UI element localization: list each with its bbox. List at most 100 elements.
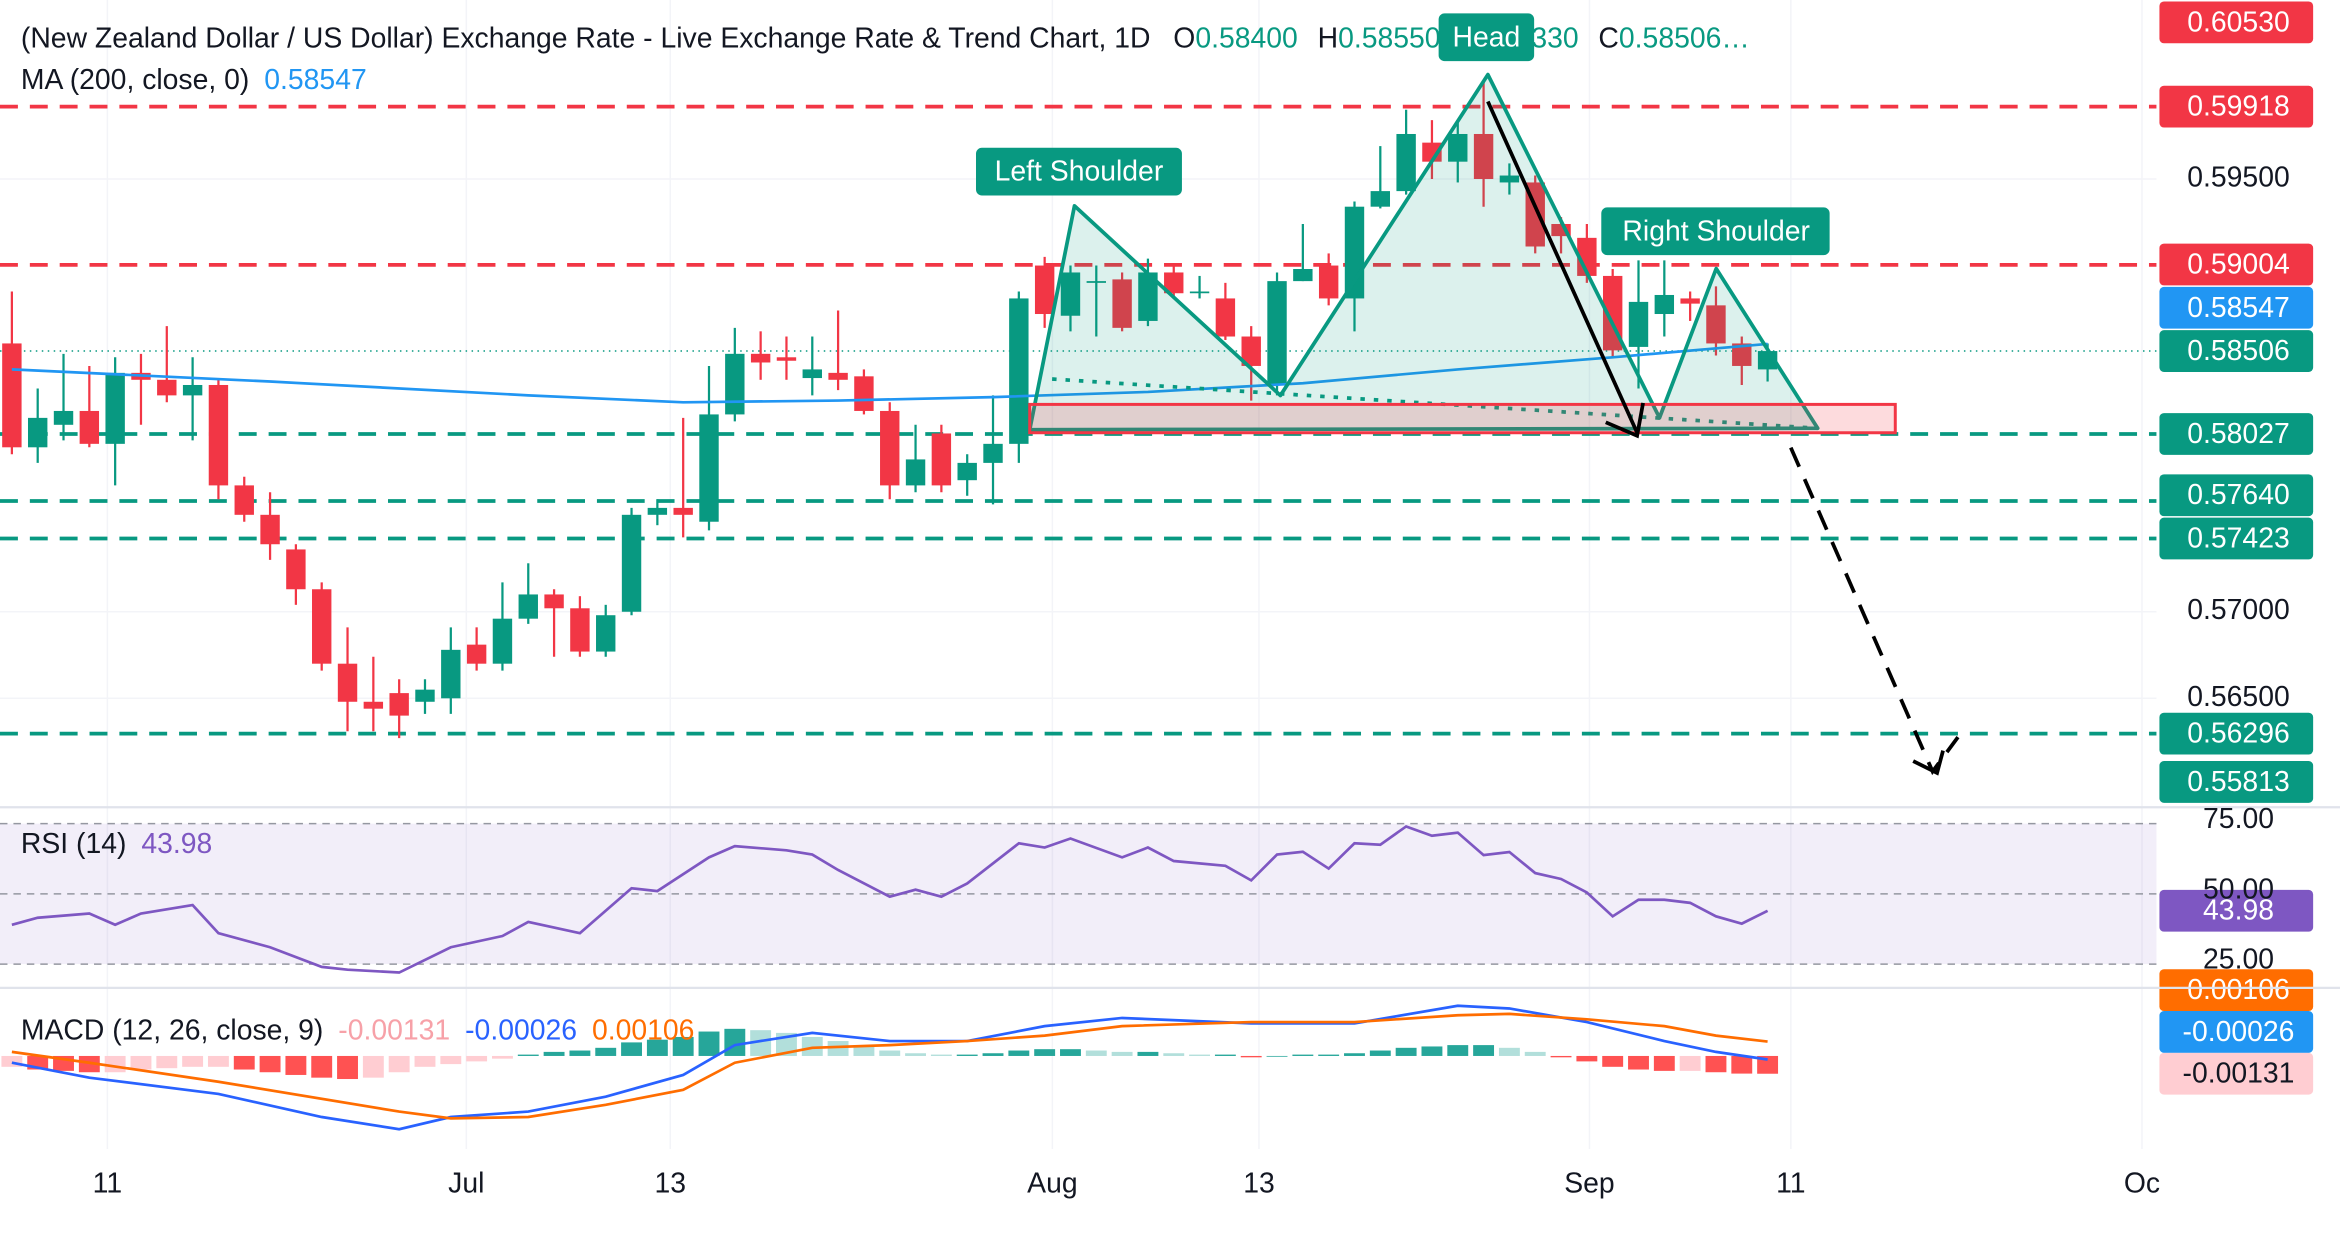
- candle-body: [1396, 133, 1416, 192]
- marks: [1, 82, 1779, 1131]
- histogram-bar: [311, 1055, 333, 1078]
- candle-body: [1732, 343, 1752, 366]
- candle-body: [1009, 298, 1029, 444]
- y-tick-label: 0.56500: [2187, 681, 2289, 713]
- candle-body: [260, 514, 280, 545]
- histogram-bar: [1292, 1054, 1314, 1056]
- candle-body: [570, 608, 590, 652]
- histogram-bar: [595, 1047, 617, 1056]
- price-label-box: [2159, 330, 2314, 372]
- candle-body: [1267, 281, 1287, 385]
- candle-body: [1680, 298, 1700, 304]
- candle-body: [312, 589, 332, 664]
- ma-name: MA (200, close, 0): [21, 65, 249, 97]
- candle-body: [492, 618, 513, 664]
- price-label-box: [2159, 969, 2314, 1012]
- candle-body: [1215, 298, 1236, 337]
- candle-body: [750, 353, 771, 363]
- candle-body: [337, 663, 358, 702]
- x-tick-label: Aug: [1027, 1167, 1077, 1199]
- candle-body: [415, 689, 435, 702]
- candle-body: [1293, 269, 1313, 282]
- candle-body: [802, 369, 822, 379]
- candle-body: [466, 644, 487, 664]
- price-label-box: [2159, 1, 2314, 44]
- x-tick-label: Sep: [1564, 1167, 1614, 1199]
- histogram-bar: [827, 1041, 849, 1056]
- candle-body: [53, 410, 74, 425]
- candle-body: [208, 384, 229, 486]
- histogram-bar: [130, 1055, 152, 1070]
- x-tick-label: 13: [1243, 1167, 1275, 1199]
- ohlc-key: O: [1173, 23, 1195, 55]
- histogram-bar: [569, 1050, 591, 1056]
- head-shoulders-pattern: [1027, 72, 1820, 432]
- macd-legend: MACD (12, 26, close, 9) -0.00131 -0.00026 0…: [21, 1015, 695, 1047]
- price-label-box: [2159, 474, 2314, 517]
- candle-body: [79, 410, 100, 444]
- candle-body: [828, 372, 848, 380]
- signal-line: [11, 1012, 1768, 1120]
- drop-arrow-head: [1605, 402, 1645, 439]
- candle-body: [1034, 265, 1055, 315]
- price-label: 0.58547: [2187, 292, 2289, 324]
- candle-body: [518, 594, 538, 619]
- annotation: Right Shoulder: [1601, 207, 1830, 256]
- histogram-bar: [646, 1039, 668, 1056]
- annotation-box: [975, 147, 1182, 196]
- candle-body: [286, 549, 306, 590]
- candle-body: [1086, 281, 1106, 283]
- rsi-name: RSI (14): [21, 829, 127, 861]
- histogram-bar: [1550, 1055, 1572, 1058]
- histogram-bar: [1189, 1054, 1211, 1056]
- price-label-box: [2159, 712, 2314, 755]
- histogram-bar: [1653, 1055, 1675, 1071]
- histogram-bar: [1318, 1054, 1340, 1056]
- annotation: Head: [1438, 13, 1535, 62]
- price-label-box: [2159, 1011, 2314, 1053]
- y-tick-label: 75.00: [2203, 803, 2274, 835]
- histogram-bar: [905, 1053, 927, 1056]
- price-label: 43.98: [2203, 895, 2274, 927]
- price-label: 0.57640: [2187, 479, 2289, 511]
- candle-body: [1164, 272, 1184, 294]
- grid: [0, 0, 2157, 1150]
- x-tick-label: 11: [93, 1167, 122, 1199]
- drop-arrow: [1486, 100, 1639, 434]
- histogram-bar: [104, 1055, 126, 1073]
- candle-body: [1499, 175, 1520, 183]
- hist-value: -0.00131: [338, 1015, 450, 1047]
- header: (New Zealand Dollar / US Dollar) Exchang…: [21, 23, 1750, 55]
- histogram-bar: [1395, 1047, 1417, 1056]
- histogram-bar: [1111, 1051, 1133, 1056]
- candle-body: [2, 343, 22, 448]
- histogram-bar: [182, 1055, 204, 1067]
- pattern-overlay: [1027, 72, 1960, 776]
- candle-body: [1189, 291, 1210, 294]
- ohlc-value: 0.58506…: [1619, 23, 1750, 55]
- candle-body: [1318, 265, 1339, 299]
- histogram-bar: [1214, 1054, 1236, 1056]
- histogram-bar: [1757, 1055, 1779, 1074]
- candle-body: [880, 410, 900, 486]
- macd-value: -0.00026: [465, 1015, 577, 1047]
- histogram-bar: [1, 1055, 23, 1067]
- candle-body: [1138, 272, 1158, 321]
- histogram-bar: [156, 1055, 178, 1069]
- price-label: 0.56296: [2187, 718, 2289, 750]
- histogram-bar: [750, 1030, 772, 1056]
- annotation-label: Head: [1452, 21, 1520, 53]
- ma-legend: MA (200, close, 0) 0.58547: [21, 65, 367, 97]
- histogram-bar: [414, 1055, 436, 1067]
- price-label-box: [2159, 243, 2314, 286]
- histogram-bar: [388, 1055, 410, 1073]
- histogram-bar: [285, 1055, 307, 1075]
- candle-body: [441, 649, 461, 699]
- x-tick-label: Jul: [448, 1167, 484, 1199]
- annotation-label: Left Shoulder: [995, 156, 1164, 188]
- candle-body: [182, 384, 203, 396]
- histogram-bar: [1705, 1055, 1727, 1073]
- candle-body: [1112, 279, 1132, 328]
- candle-body: [699, 414, 719, 522]
- histogram-bar: [672, 1036, 694, 1056]
